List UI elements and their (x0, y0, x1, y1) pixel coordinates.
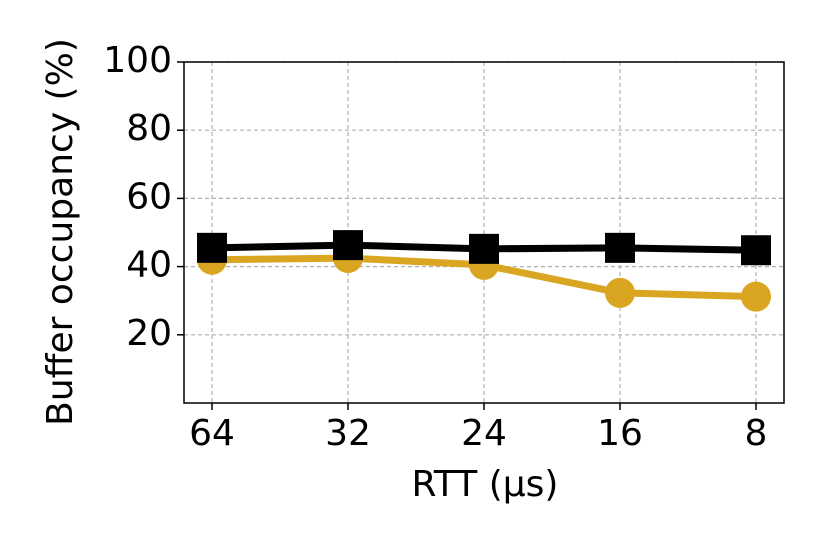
marker (741, 235, 771, 266)
marker (605, 277, 635, 308)
marker (333, 230, 363, 261)
x-tick-label: 32 (325, 413, 371, 454)
y-tick-label: 100 (103, 40, 172, 81)
x-tick-label: 8 (745, 413, 768, 454)
marker (605, 232, 635, 263)
marker (741, 281, 771, 312)
y-tick-label: 40 (126, 245, 172, 286)
y-tick-label: 60 (126, 176, 172, 217)
x-axis-label: RTT (μs) (412, 464, 559, 505)
x-tick-label: 24 (461, 413, 507, 454)
x-tick-label: 16 (597, 413, 643, 454)
x-tick-label: 64 (189, 413, 235, 454)
y-tick-label: 80 (126, 108, 172, 149)
y-tick-label: 20 (126, 313, 172, 354)
marker (197, 232, 227, 263)
plot-frame (183, 61, 785, 404)
marker (469, 233, 499, 264)
y-axis-label: Buffer occupancy (%) (40, 38, 81, 426)
